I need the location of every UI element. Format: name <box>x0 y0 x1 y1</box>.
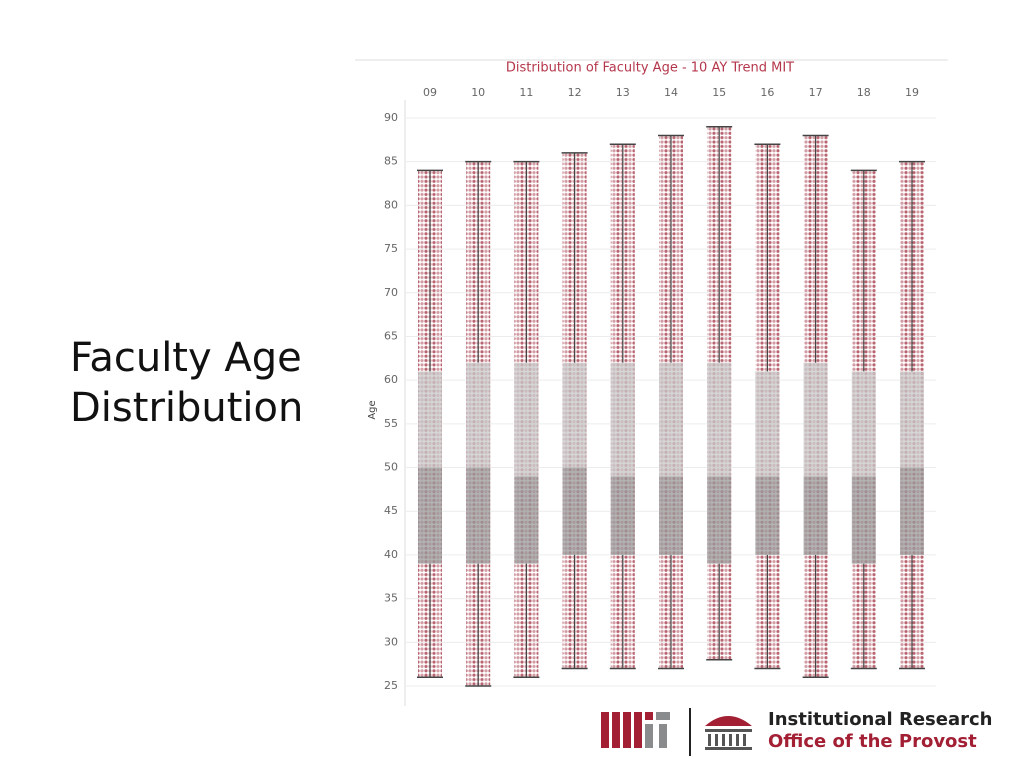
box-upper <box>851 371 876 477</box>
x-tick-label: 13 <box>616 86 630 99</box>
box-upper <box>466 362 491 468</box>
box-lower <box>851 476 876 564</box>
box-lower <box>466 467 491 564</box>
logo <box>601 708 752 756</box>
x-tick-label: 19 <box>905 86 919 99</box>
box-lower <box>562 467 587 555</box>
box-lower <box>900 467 924 555</box>
y-tick-label: 70 <box>384 286 398 299</box>
y-tick-label: 45 <box>384 504 398 517</box>
box-lower <box>514 476 539 564</box>
chart-title: Distribution of Faculty Age - 10 AY Tren… <box>506 61 794 76</box>
box-upper <box>610 362 635 477</box>
x-tick-label: 15 <box>712 86 726 99</box>
y-tick-label: 80 <box>384 198 398 211</box>
x-tick-label: 16 <box>760 86 774 99</box>
box-lower <box>707 476 732 564</box>
y-tick-label: 40 <box>384 548 398 561</box>
heading-line: Faculty Age <box>70 335 302 381</box>
x-tick-label: 18 <box>857 86 871 99</box>
y-tick-label: 60 <box>384 373 398 386</box>
y-tick-label: 75 <box>384 242 398 255</box>
x-tick-label: 14 <box>664 86 678 99</box>
x-tick-label: 17 <box>809 86 823 99</box>
logo-text: Office of the Provost <box>768 731 977 752</box>
y-tick-label: 30 <box>384 635 398 648</box>
y-tick-label: 90 <box>384 111 398 124</box>
y-tick-label: 35 <box>384 592 398 605</box>
x-tick-label: 09 <box>423 86 437 99</box>
box-upper <box>418 371 442 468</box>
plot: 25 30 35 40 45 50 55 60 65 70 75 80 85 90 09 10 11 12 13 14… <box>384 86 936 692</box>
y-axis-title: Age <box>367 400 378 419</box>
box-upper <box>900 371 924 468</box>
x-tick-label: 11 <box>519 86 533 99</box>
box-lower <box>803 476 828 555</box>
logo-text: Institutional Research <box>768 709 992 730</box>
heading-line: Distribution <box>70 385 303 431</box>
box-upper <box>514 362 539 477</box>
box-upper <box>803 362 828 477</box>
y-tick-label: 85 <box>384 155 398 168</box>
box-lower <box>418 467 442 564</box>
y-tick-label: 65 <box>384 329 398 342</box>
box-lower <box>610 476 635 555</box>
box-lower <box>755 476 780 555</box>
y-tick-label: 55 <box>384 417 398 430</box>
box-upper <box>707 362 732 477</box>
box-lower <box>659 476 683 555</box>
box-upper <box>562 362 587 468</box>
box-upper <box>659 362 683 477</box>
y-tick-label: 25 <box>384 679 398 692</box>
x-tick-label: 10 <box>471 86 485 99</box>
x-tick-label: 12 <box>568 86 582 99</box>
box-upper <box>755 371 780 477</box>
y-tick-label: 50 <box>384 461 398 474</box>
